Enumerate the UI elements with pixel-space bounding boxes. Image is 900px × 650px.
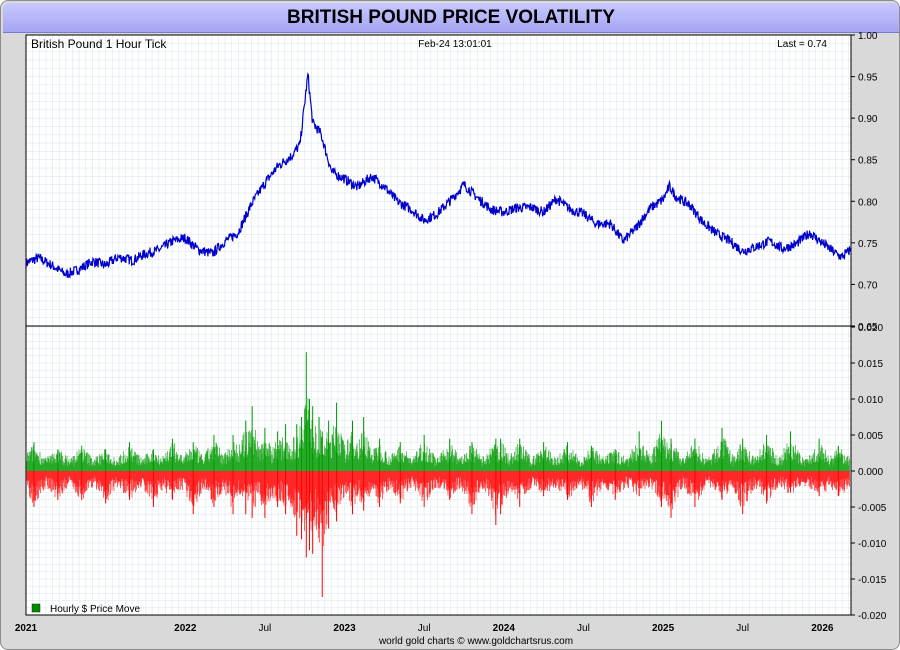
y-tick-label: -0.005 (858, 503, 887, 514)
price-line (25, 72, 852, 279)
legend-swatch (31, 603, 41, 613)
x-tick-label: Jul (418, 623, 431, 634)
timestamp-label: Feb-24 13:01:01 (418, 39, 492, 50)
y-tick-label: -0.015 (858, 575, 887, 586)
x-tick-label: Jul (577, 623, 590, 634)
footer-credit: world gold charts © www.goldchartsrus.co… (378, 636, 573, 647)
chart-label: British Pound 1 Hour Tick (31, 37, 167, 51)
price-axis-labels: 1.00 0.95 0.90 0.85 0.80 0.75 0.70 0.65 (851, 31, 878, 333)
y-tick-label: 0.010 (858, 395, 883, 406)
page-title: BRITISH POUND PRICE VOLATILITY (287, 7, 615, 28)
x-tick-label: 2024 (493, 623, 516, 634)
volatility-axis-labels: 0.020 0.015 0.010 0.005 0.000 -0.005 -0.010 -0.… (851, 323, 887, 622)
time-axis-labels: 2021 2022 Jul 2023 Jul 2024 Jul 2025 Jul 2026 (15, 623, 834, 634)
y-tick-label: 0.000 (858, 467, 883, 478)
x-tick-label: Jul (259, 623, 272, 634)
x-tick-label: 2025 (652, 623, 675, 634)
y-tick-label: -0.020 (858, 611, 887, 622)
y-tick-label: 0.020 (858, 323, 883, 334)
y-tick-label: 0.80 (858, 197, 878, 208)
y-tick-label: 0.65 (858, 322, 878, 333)
legend-label: Hourly $ Price Move (50, 604, 140, 615)
y-tick-label: 0.70 (858, 280, 878, 291)
y-tick-label: 0.85 (858, 156, 878, 167)
y-tick-label: 0.015 (858, 359, 883, 370)
y-tick-label: 0.95 (858, 73, 878, 84)
price-panel-bg (26, 35, 851, 326)
x-tick-label: 2026 (811, 623, 834, 634)
x-tick-label: 2021 (15, 623, 38, 634)
title-bar: BRITISH POUND PRICE VOLATILITY (3, 3, 899, 33)
volatility-bars (26, 352, 850, 597)
x-tick-label: 2023 (333, 623, 356, 634)
x-tick-label: Jul (736, 623, 749, 634)
y-tick-label: -0.010 (858, 539, 887, 550)
y-tick-label: 1.00 (858, 31, 878, 42)
y-tick-label: 0.75 (858, 239, 878, 250)
y-tick-label: 0.005 (858, 431, 883, 442)
last-value-label: Last = 0.74 (777, 39, 827, 50)
x-tick-label: 2022 (174, 623, 197, 634)
grid-layer (25, 34, 851, 616)
y-tick-label: 0.90 (858, 114, 878, 125)
